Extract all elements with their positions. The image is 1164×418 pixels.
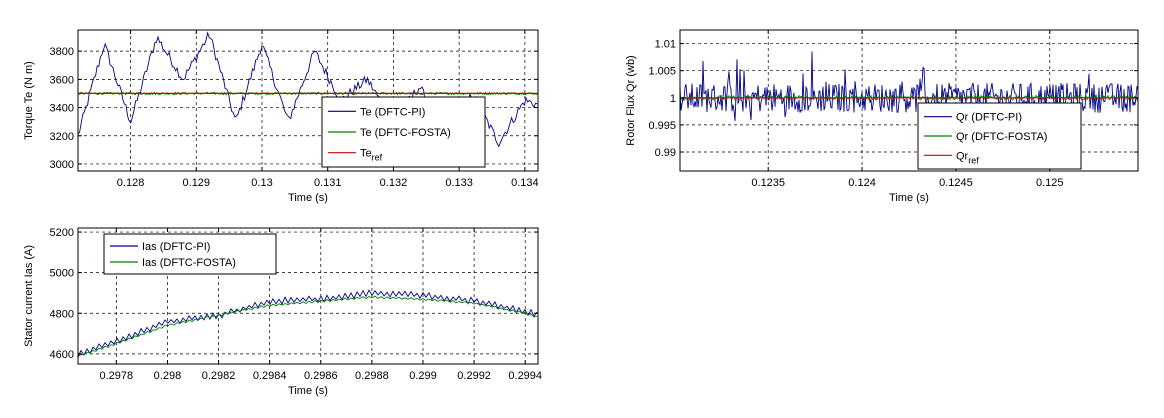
- y-tick-label: 3000: [50, 159, 74, 171]
- y-tick-label: 4600: [50, 349, 74, 361]
- x-tick-label: 0.1235: [751, 177, 785, 189]
- x-tick-label: 0.129: [183, 177, 211, 189]
- legend-entry-pi: Te (DFTC-PI): [360, 106, 425, 118]
- x-tick-label: 0.131: [314, 177, 342, 189]
- x-tick-label: 0.128: [117, 177, 145, 189]
- legend-box: [103, 233, 277, 275]
- legend: Qr (DFTC-PI) Qr (DFTC-FOSTA) Qrref: [917, 102, 1082, 170]
- axes-frame: [77, 29, 539, 172]
- y-tick-label: 5000: [50, 268, 74, 280]
- y-tick-label: 3200: [50, 131, 74, 143]
- y-tick-label: 5200: [50, 227, 74, 239]
- x-tick-label: 0.2988: [355, 370, 389, 382]
- y-tick-label: 0.995: [648, 120, 676, 132]
- legend: Te (DFTC-PI) Te (DFTC-FOSTA) Teref: [321, 96, 486, 168]
- legend-entry-fosta: Qr (DFTC-FOSTA): [956, 131, 1047, 143]
- y-axis-label: Rotor Flux Qr (wb): [625, 55, 637, 145]
- axes-frame: [77, 227, 539, 365]
- series-line-pi: [680, 51, 1138, 122]
- y-axis-label: Torque Te (N m): [23, 61, 35, 140]
- axes-frame: [679, 29, 1139, 172]
- y-tick-label: 3800: [50, 46, 74, 58]
- x-tick-label: 0.2982: [202, 370, 236, 382]
- x-tick-label: 0.2984: [253, 370, 287, 382]
- legend-entry-fosta: Te (DFTC-FOSTA): [360, 127, 451, 139]
- legend-entry-pi: Qr (DFTC-PI): [956, 112, 1022, 124]
- x-tick-label: 0.2992: [457, 370, 491, 382]
- x-tick-label: 0.133: [445, 177, 473, 189]
- x-tick-label: 0.134: [511, 177, 539, 189]
- x-tick-label: 0.2994: [508, 370, 542, 382]
- x-tick-label: 0.2986: [304, 370, 338, 382]
- x-axis-label: Time (s): [288, 192, 328, 204]
- y-tick-label: 0.99: [655, 147, 676, 159]
- legend-entry-fosta: Ias (DFTC-FOSTA): [142, 257, 236, 269]
- x-axis-label: Time (s): [288, 385, 328, 397]
- y-axis-label: Stator current Ias (A): [23, 245, 35, 347]
- legend-entry-ref: Teref: [360, 148, 383, 163]
- chart-3: 0.2978 0.298 0.2982 0.2984 0.2986 0.2988 0.299…: [23, 227, 542, 397]
- x-tick-label: 0.132: [380, 177, 408, 189]
- x-tick-label: 0.13: [251, 177, 272, 189]
- y-tick-label: 4800: [50, 308, 74, 320]
- legend-entry-ref: Qrref: [956, 150, 979, 165]
- legend-entry-pi: Ias (DFTC-PI): [142, 241, 210, 253]
- y-tick-label: 1: [670, 93, 676, 105]
- legend: Ias (DFTC-PI) Ias (DFTC-FOSTA): [103, 233, 277, 275]
- series-line-pi: [78, 289, 538, 357]
- y-tick-label: 1.005: [648, 66, 676, 78]
- chart-1: 0.128 0.129 0.13 0.131 0.132 0.133 0.134 3000 32…: [23, 29, 539, 204]
- x-tick-label: 0.1245: [939, 177, 973, 189]
- series-group: [78, 289, 538, 358]
- x-tick-label: 0.299: [409, 370, 437, 382]
- x-tick-label: 0.298: [154, 370, 182, 382]
- y-tick-label: 1.01: [655, 39, 676, 51]
- x-tick-label: 0.2978: [100, 370, 134, 382]
- series-group: [680, 51, 1138, 122]
- chart-2: 0.1235 0.124 0.1245 0.125 0.99 0.995 1 1.005 1.0…: [625, 29, 1139, 204]
- x-tick-label: 0.125: [1036, 177, 1064, 189]
- y-tick-label: 3400: [50, 103, 74, 115]
- x-axis-label: Time (s): [889, 192, 929, 204]
- series-line-fosta: [78, 295, 538, 358]
- y-tick-label: 3600: [50, 74, 74, 86]
- x-tick-label: 0.124: [848, 177, 876, 189]
- grid: [78, 30, 538, 171]
